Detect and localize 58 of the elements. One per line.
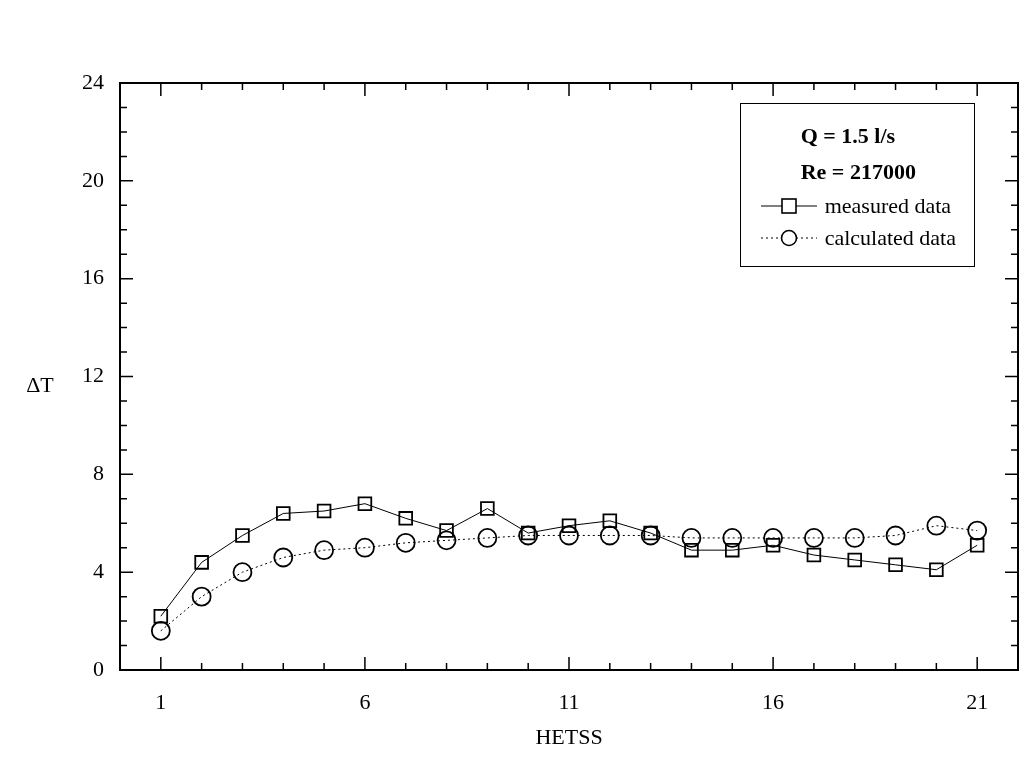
point [518,525,539,546]
point [232,562,253,583]
point [806,547,822,563]
x-tick-label: 1 [155,688,167,714]
point [967,520,988,541]
x-axis-title: HETSS [535,723,603,749]
point [681,528,702,548]
point [599,525,620,546]
annotation: Re = 217000 [800,158,917,186]
point [314,540,334,561]
legend-label: measured data [824,192,952,220]
point [316,503,332,519]
point [395,532,416,553]
point [398,511,413,526]
point [559,525,579,546]
point [725,542,740,558]
point [765,538,781,553]
point [969,538,985,553]
point [885,525,906,546]
point [357,496,373,511]
point [355,537,375,558]
y-tick-label: 4 [93,557,104,583]
point [847,552,862,568]
point [722,528,743,548]
x-tick-label: 11 [558,688,580,714]
point [804,528,824,548]
point [439,523,454,538]
y-tick-label: 24 [82,68,104,94]
point [235,528,250,543]
y-tick-label: 0 [93,655,104,681]
point [477,528,498,548]
point [194,555,209,570]
point [276,506,291,521]
y-tick-label: 12 [82,362,104,388]
point [561,518,577,533]
point [888,557,903,573]
point [763,528,783,548]
y-tick-label: 16 [82,264,104,290]
legend-title: Q = 1.5 l/s [800,122,897,150]
point [640,525,661,546]
point [844,528,865,548]
point [684,542,699,558]
x-tick-label: 21 [966,688,989,714]
y-axis-title: ΔT [26,372,55,398]
point [153,608,169,624]
x-tick-label: 16 [762,688,785,714]
point [436,530,457,551]
point [150,620,171,641]
y-tick-label: 20 [82,166,104,192]
x-tick-label: 6 [359,688,371,714]
point [602,513,618,529]
point [929,562,944,577]
point [926,515,947,536]
legend-label: calculated data [824,224,956,252]
point [480,501,495,516]
point [273,547,294,568]
point [191,586,212,607]
y-tick-label: 8 [93,460,104,486]
